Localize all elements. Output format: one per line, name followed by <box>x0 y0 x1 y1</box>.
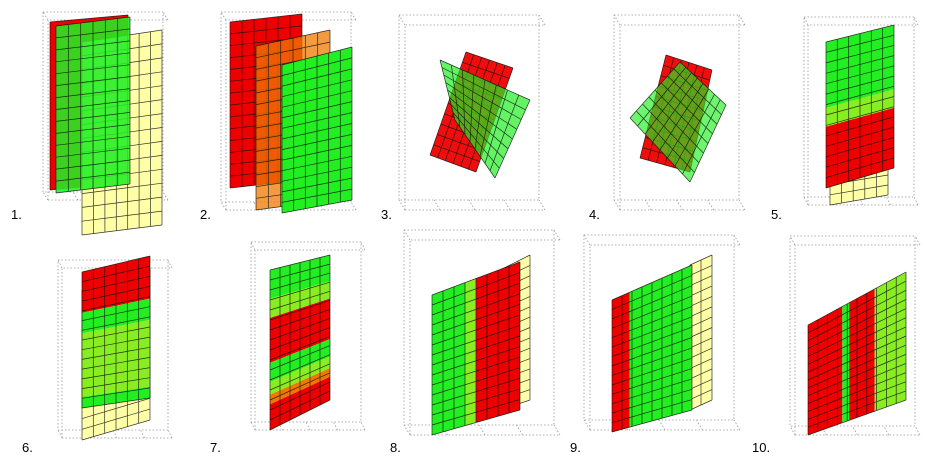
panel9-banded-sheet-band <box>612 292 630 432</box>
panel3-green-sheet-grid <box>439 59 531 179</box>
panel-label-2: 2. <box>200 207 211 222</box>
panel9-yellow-sheet <box>689 254 713 411</box>
panel3-green-sheet <box>439 59 531 179</box>
panel-label-7: 7. <box>210 440 221 455</box>
panel-label-10: 10. <box>752 440 770 455</box>
panel5-banded-sheet <box>825 24 895 189</box>
panel-label-8: 8. <box>390 440 401 455</box>
panel9-banded-sheet <box>611 264 693 433</box>
panel-label-1: 1. <box>11 207 22 222</box>
panel4-green-sheet <box>629 61 727 183</box>
panel9-banded-sheet-band <box>629 265 692 428</box>
box-7 <box>250 241 366 431</box>
panel6-banded-sheet-grid <box>81 255 151 409</box>
box-3 <box>398 14 546 211</box>
panel10-banded-sheet <box>807 271 907 436</box>
panel-label-9: 9. <box>570 440 581 455</box>
panel9-banded-sheet-grid <box>611 264 693 433</box>
panel-label-4: 4. <box>589 207 600 222</box>
panel7-banded-sheet <box>269 254 331 431</box>
panel6-banded-sheet <box>81 255 151 409</box>
panel10-banded-sheet-band <box>808 306 843 435</box>
panel1-green-sheet-grid <box>55 16 131 194</box>
panel8-banded-sheet-band <box>432 282 466 435</box>
panel10-banded-sheet-band <box>874 272 906 412</box>
panel1-green-sheet <box>55 16 131 194</box>
panel4-green-sheet-grid <box>629 61 727 183</box>
panel2-green-sheet-grid <box>281 46 353 214</box>
box-6 <box>57 259 173 439</box>
panel2-green-sheet <box>281 46 353 214</box>
panel-label-5: 5. <box>771 207 782 222</box>
panel-labels: 1. 2. 3. 4. 5. 6. 7. 8. 9. 10. <box>11 207 782 455</box>
sheets <box>49 13 907 441</box>
panel8-banded-sheet <box>431 261 521 436</box>
panel5-banded-sheet-grid <box>825 24 895 189</box>
box-8 <box>403 229 561 436</box>
panel8-banded-sheet-grid <box>431 261 521 436</box>
panel7-banded-sheet-grid <box>269 254 331 431</box>
panel-label-3: 3. <box>381 207 392 222</box>
panel10-banded-sheet-grid <box>807 271 907 436</box>
box-10 <box>789 235 921 436</box>
panel-label-6: 6. <box>22 440 33 455</box>
box-5 <box>803 16 919 206</box>
